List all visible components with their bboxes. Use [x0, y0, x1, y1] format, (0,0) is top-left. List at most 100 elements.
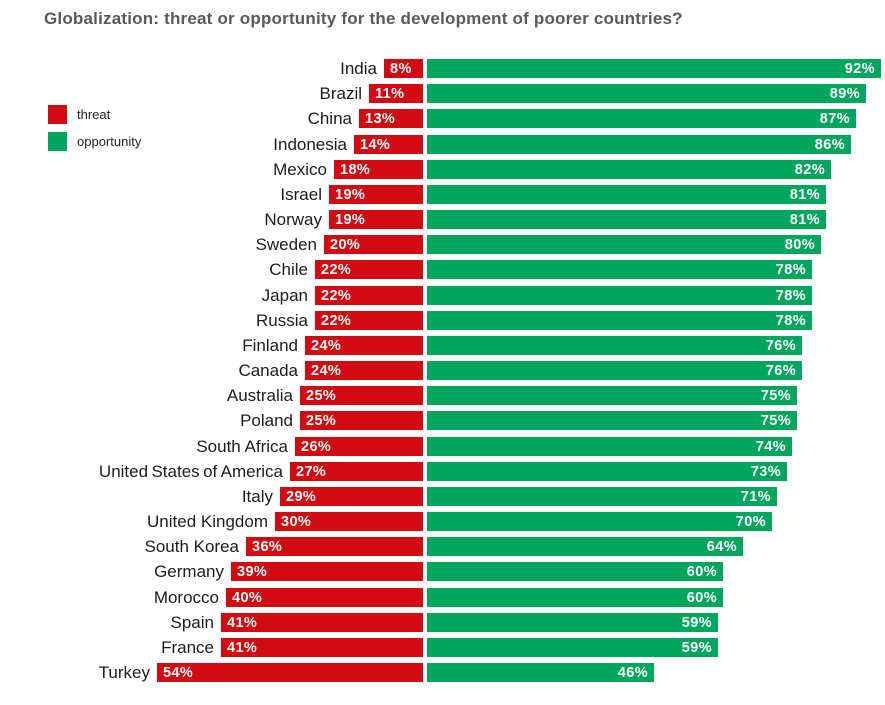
- country-label: Sweden: [255, 235, 317, 255]
- opportunity-value: 70%: [735, 514, 766, 531]
- chart-row: China 13% 87%: [0, 109, 885, 129]
- country-label: Brazil: [319, 84, 362, 104]
- threat-bar: 20%: [324, 235, 423, 255]
- threat-value: 18%: [340, 161, 371, 178]
- threat-value: 11%: [375, 86, 405, 103]
- threat-bar: 11%: [369, 84, 423, 104]
- threat-bar: 25%: [300, 386, 423, 406]
- chart-row: Japan 22% 78%: [0, 285, 885, 305]
- chart-row: Germany 39% 60%: [0, 562, 885, 582]
- threat-value: 19%: [335, 212, 366, 228]
- threat-bar: 22%: [315, 310, 423, 330]
- opportunity-bar: 59%: [427, 637, 718, 657]
- country-label: Russia: [256, 310, 308, 330]
- legend: threat opportunity: [48, 105, 141, 159]
- opportunity-bar: 60%: [427, 562, 723, 582]
- chart-row: Poland 25% 75%: [0, 411, 885, 431]
- opportunity-value: 87%: [819, 111, 850, 128]
- chart-row: South Africa 26% 74%: [0, 436, 885, 456]
- threat-value: 24%: [311, 337, 342, 354]
- threat-value: 22%: [321, 312, 352, 329]
- threat-bar: 41%: [221, 637, 423, 657]
- country-label: Japan: [261, 285, 308, 305]
- opportunity-value: 60%: [686, 564, 717, 581]
- opportunity-value: 86%: [814, 136, 845, 153]
- country-label: India: [340, 59, 377, 78]
- chart-row: Israel 19% 81%: [0, 184, 885, 204]
- opportunity-value: 89%: [829, 86, 860, 103]
- threat-bar: 24%: [305, 361, 423, 380]
- threat-value: 54%: [163, 665, 194, 682]
- threat-bar: 39%: [231, 562, 423, 582]
- opportunity-value: 81%: [789, 186, 820, 203]
- threat-bar: 22%: [315, 285, 423, 305]
- country-label: South Africa: [196, 436, 288, 456]
- opportunity-bar: 92%: [427, 59, 881, 78]
- opportunity-bar: 80%: [427, 235, 821, 255]
- legend-label-threat: threat: [77, 107, 111, 122]
- opportunity-value: 80%: [784, 237, 815, 254]
- threat-bar: 19%: [329, 184, 423, 204]
- country-label: Norway: [264, 210, 322, 229]
- opportunity-bar: 81%: [427, 210, 826, 229]
- chart-row: Canada 24% 76%: [0, 361, 885, 380]
- opportunity-bar: 46%: [427, 663, 654, 683]
- opportunity-value: 78%: [775, 262, 806, 279]
- country-label: Mexico: [273, 159, 327, 179]
- opportunity-bar: 59%: [427, 612, 718, 632]
- country-label: Germany: [154, 562, 224, 582]
- legend-label-opportunity: opportunity: [77, 134, 142, 149]
- chart-row: Australia 25% 75%: [0, 386, 885, 406]
- opportunity-swatch-icon: [48, 132, 67, 151]
- opportunity-value: 71%: [740, 488, 771, 505]
- opportunity-value: 74%: [755, 438, 786, 455]
- opportunity-bar: 75%: [427, 411, 797, 431]
- opportunity-value: 82%: [794, 161, 825, 178]
- threat-bar: 22%: [315, 260, 423, 280]
- threat-value: 24%: [311, 363, 342, 379]
- threat-value: 27%: [296, 463, 327, 480]
- threat-bar: 27%: [290, 461, 423, 481]
- opportunity-value: 73%: [750, 463, 781, 480]
- opportunity-value: 59%: [681, 614, 712, 631]
- threat-swatch-icon: [48, 105, 67, 124]
- threat-bar: 25%: [300, 411, 423, 431]
- opportunity-bar: 73%: [427, 461, 787, 481]
- opportunity-bar: 74%: [427, 436, 792, 456]
- threat-value: 14%: [360, 136, 391, 153]
- chart-row: France 41% 59%: [0, 637, 885, 657]
- country-label: Chile: [269, 260, 308, 280]
- chart-row: Norway 19% 81%: [0, 210, 885, 229]
- threat-bar: 18%: [334, 159, 423, 179]
- threat-bar: 30%: [275, 512, 423, 532]
- opportunity-bar: 82%: [427, 159, 831, 179]
- threat-value: 40%: [232, 589, 263, 606]
- country-label: Spain: [170, 612, 214, 632]
- country-label: Canada: [238, 361, 298, 380]
- country-label: Australia: [226, 386, 293, 406]
- chart-row: Indonesia 14% 86%: [0, 134, 885, 154]
- opportunity-value: 78%: [775, 312, 806, 329]
- chart-row: South Korea 36% 64%: [0, 537, 885, 557]
- threat-bar: 41%: [221, 612, 423, 632]
- threat-value: 36%: [252, 539, 283, 556]
- threat-value: 39%: [237, 564, 268, 581]
- opportunity-bar: 70%: [427, 512, 772, 532]
- opportunity-value: 46%: [617, 665, 648, 682]
- threat-value: 22%: [321, 262, 352, 279]
- threat-value: 41%: [227, 614, 258, 631]
- threat-bar: 24%: [305, 335, 423, 355]
- country-label: Italy: [241, 486, 273, 506]
- threat-value: 8%: [390, 61, 412, 77]
- opportunity-bar: 76%: [427, 361, 802, 380]
- opportunity-value: 75%: [760, 388, 791, 405]
- threat-bar: 8%: [384, 59, 423, 78]
- legend-item-opportunity: opportunity: [48, 132, 141, 151]
- chart-row: Spain 41% 59%: [0, 612, 885, 632]
- chart-row: Finland 24% 76%: [0, 335, 885, 355]
- opportunity-value: 60%: [686, 589, 717, 606]
- opportunity-value: 76%: [765, 337, 796, 354]
- country-label: Morocco: [153, 587, 219, 607]
- threat-bar: 40%: [226, 587, 423, 607]
